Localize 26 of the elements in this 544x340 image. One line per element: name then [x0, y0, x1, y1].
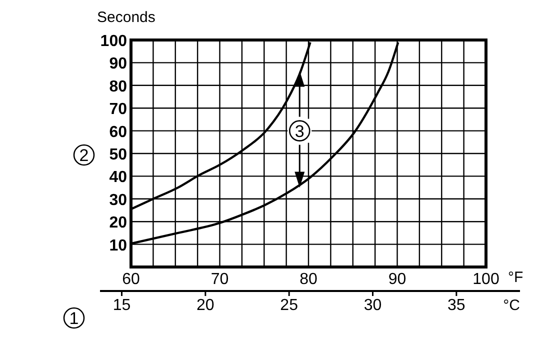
y-tick-label: 20: [109, 214, 128, 232]
text: 2: [79, 146, 89, 165]
annotation: 3: [294, 122, 304, 141]
x2-tick-label: 35: [448, 297, 466, 314]
y-tick-label: 80: [109, 78, 128, 96]
x-tick-label: 70: [210, 271, 229, 288]
y-tick-label: 10: [109, 237, 128, 254]
x-axis-title: °F: [508, 269, 524, 286]
y-axis-title: Seconds: [97, 9, 156, 26]
y-tick-label: 90: [109, 56, 128, 73]
y-tick-label: 60: [109, 124, 128, 141]
x-tick-label: 60: [122, 271, 140, 288]
y-tick-label: 40: [109, 169, 128, 186]
x2-tick-label: 30: [364, 297, 382, 314]
x-tick-label: 90: [388, 271, 406, 288]
x2-tick-label: 15: [112, 297, 131, 314]
x2-tick-label: 25: [280, 297, 298, 314]
x-tick-label: 80: [300, 271, 318, 288]
y-tick-label: 100: [100, 33, 128, 50]
x2-tick-label: 20: [196, 297, 214, 314]
x2-axis-title: °C: [503, 297, 520, 314]
y-tick-label: 50: [109, 146, 128, 164]
x-tick-label: 100: [472, 271, 500, 288]
y-tick-label: 30: [109, 192, 128, 209]
y-tick-label: 70: [109, 101, 128, 118]
text: 1: [69, 309, 79, 328]
